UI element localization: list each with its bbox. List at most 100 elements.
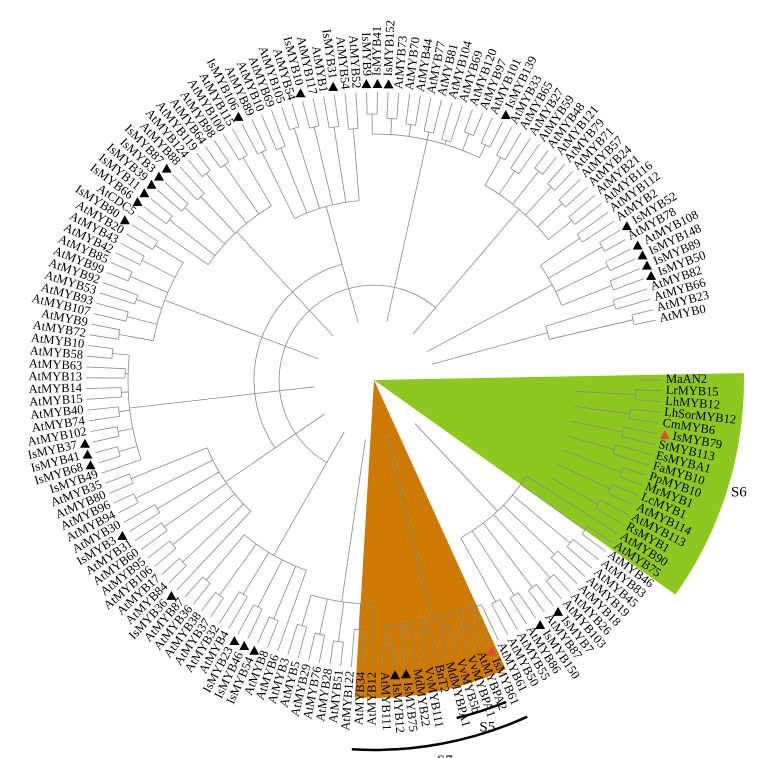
- triangle-marker-icon: [79, 438, 90, 448]
- branch-segment: [176, 562, 204, 591]
- branch-segment: [136, 299, 162, 309]
- branch-segment: [184, 576, 203, 598]
- leaf-label: BnT2: [432, 663, 452, 694]
- branch-segment: [206, 534, 245, 581]
- clade-s5-label: S5: [479, 719, 495, 735]
- branch-segment: [200, 196, 236, 234]
- leaf-label: AtMYB52: [346, 35, 363, 89]
- clade-s5-bracket: [456, 700, 507, 720]
- branch-segment: [273, 566, 297, 619]
- branch-segment: [526, 475, 597, 521]
- branch-segment: [475, 603, 478, 607]
- branch-segment: [93, 313, 126, 322]
- branch-arc: [550, 550, 558, 559]
- branch-segment: [510, 137, 531, 169]
- branch-segment: [493, 514, 551, 579]
- branch-segment: [273, 529, 289, 556]
- leaf-label: AtMYB54: [333, 35, 352, 90]
- branch-segment: [242, 157, 272, 207]
- branch-segment: [489, 121, 503, 148]
- branch-segment: [201, 592, 216, 612]
- branch-segment: [340, 642, 344, 667]
- branch-segment: [444, 140, 447, 145]
- branch-segment: [86, 355, 112, 359]
- branch-segment: [323, 96, 330, 128]
- branch-segment: [534, 150, 549, 169]
- branch-segment: [285, 570, 307, 628]
- branch-segment: [528, 590, 545, 613]
- branch-arc: [621, 427, 624, 437]
- branch-segment: [382, 644, 385, 668]
- branch-segment: [420, 139, 428, 170]
- branch-segment: [613, 278, 644, 291]
- highlight-triangle-marker-icon: [659, 430, 670, 440]
- triangle-marker-icon: [383, 79, 394, 89]
- branch-segment: [387, 438, 426, 590]
- leaf-label: IsMYB9: [359, 32, 374, 76]
- branch-segment: [302, 100, 310, 129]
- branch-segment: [168, 219, 216, 256]
- triangle-marker-icon: [161, 163, 172, 173]
- branch-segment: [563, 450, 622, 473]
- branch-arc: [111, 348, 114, 359]
- branch-arc: [496, 154, 506, 161]
- branch-segment: [498, 170, 516, 195]
- branch-segment: [205, 173, 248, 224]
- branch-segment: [612, 453, 650, 466]
- branch-segment: [219, 591, 240, 624]
- branch-segment: [612, 483, 639, 496]
- branch-arc: [169, 540, 177, 549]
- branch-segment: [537, 203, 563, 228]
- branch-segment: [308, 633, 316, 661]
- triangle-marker-icon: [372, 79, 383, 89]
- branch-segment: [509, 597, 527, 625]
- triangle-marker-icon: [132, 197, 143, 207]
- branch-segment: [426, 131, 430, 140]
- branch-segment: [449, 627, 459, 656]
- branch-segment: [202, 510, 252, 563]
- triangle-marker-icon: [328, 81, 339, 91]
- leaf-label: IsMYB12: [390, 683, 408, 734]
- leaf-label: AtMYB14: [28, 381, 83, 397]
- branch-segment: [105, 473, 130, 484]
- branch-segment: [225, 464, 251, 483]
- branch-segment: [392, 644, 395, 668]
- branch-arc: [220, 161, 229, 168]
- branch-arc: [309, 125, 320, 129]
- branch-segment: [261, 114, 277, 150]
- branch-segment: [518, 143, 540, 174]
- leaf-label: LrMYB15: [666, 383, 719, 399]
- branch-segment: [512, 170, 540, 205]
- branch-segment: [459, 628, 469, 653]
- branch-segment: [157, 189, 182, 212]
- branch-segment: [557, 550, 586, 577]
- branch-segment: [572, 538, 600, 561]
- branch-segment: [135, 459, 213, 499]
- triangle-marker-icon: [139, 188, 150, 198]
- branch-segment: [86, 387, 122, 389]
- branch-segment: [571, 421, 623, 433]
- branch-segment: [361, 629, 365, 668]
- branch-segment: [120, 242, 145, 257]
- branch-segment: [106, 272, 129, 282]
- branch-segment: [128, 512, 161, 533]
- triangle-marker-icon: [85, 460, 96, 470]
- branch-segment: [424, 589, 433, 620]
- branch-segment: [386, 169, 422, 322]
- branch-segment: [622, 467, 646, 476]
- triangle-marker-icon: [535, 619, 546, 629]
- branch-segment: [568, 194, 596, 218]
- branch-segment: [251, 119, 267, 151]
- branch-segment: [204, 146, 221, 168]
- branch-segment: [86, 366, 126, 370]
- leaf-label: IsMYB31: [319, 28, 340, 79]
- branch-segment: [615, 298, 651, 310]
- branch-segment: [550, 477, 599, 505]
- branch-segment: [479, 144, 486, 158]
- branch-segment: [157, 228, 209, 266]
- branch-segment: [257, 559, 283, 608]
- triangle-marker-icon: [249, 645, 260, 655]
- branch-arc: [215, 592, 224, 599]
- branch-segment: [115, 252, 141, 266]
